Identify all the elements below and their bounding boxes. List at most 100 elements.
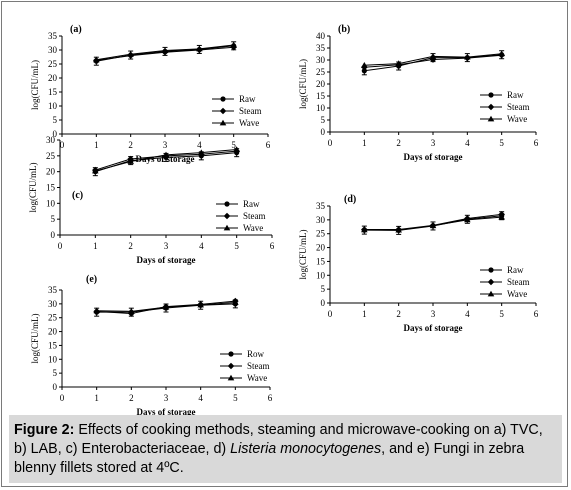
panel-e-legend-label: Wave <box>247 373 267 383</box>
panel-e-point-wave <box>93 307 100 314</box>
panel-e-y-tick-label: 20 <box>48 327 58 337</box>
panel-e-y-tick-label: 35 <box>48 285 58 295</box>
panel-a-y-tick-label: 25 <box>48 59 58 69</box>
panel-d-x-axis-title: Days of storage <box>404 323 463 333</box>
caption-text-2: , and e) Fungi in zebra blenny fillets s… <box>14 441 525 476</box>
panel-d-x-tick-label: 5 <box>499 309 504 319</box>
panel-e-legend-marker <box>227 362 235 370</box>
panel-c-legend-label: Raw <box>243 199 260 209</box>
panel-d-x-tick-label: 1 <box>362 309 367 319</box>
panel-c-x-tick-label: 0 <box>58 241 63 251</box>
panel-d-y-tick-label: 20 <box>316 243 326 253</box>
panel-e-point-wave <box>162 303 170 310</box>
caption-text-1: Effects of cooking methods, steaming and… <box>14 422 543 457</box>
panel-d-legend-label: Raw <box>507 265 524 275</box>
panel-a-legend-label: Wave <box>239 118 259 128</box>
panel-d-y-tick-label: 35 <box>316 201 326 211</box>
caption-background <box>9 415 562 483</box>
panel-c-x-tick-label: 2 <box>128 241 133 251</box>
panel-e-legend-marker <box>227 374 235 381</box>
panel-c-x-tick-label: 5 <box>234 241 239 251</box>
panel-c-legend-label: Steam <box>243 211 266 221</box>
panel-a-legend-marker <box>220 96 226 102</box>
panel-d-point-wave <box>429 222 437 229</box>
panel-a-y-tick-label: 15 <box>48 87 58 97</box>
panel-d-y-tick-label: 5 <box>321 284 326 294</box>
panel-e-point-wave <box>232 299 239 305</box>
panel-b-legend-marker <box>487 115 495 122</box>
panel-a-y-tick-label: 20 <box>48 73 58 83</box>
panel-c-legend-marker <box>223 212 231 220</box>
panel-c-point-wave <box>92 167 99 174</box>
panel-a-point-wave <box>93 56 100 63</box>
panel-b-legend-label: Wave <box>507 114 527 124</box>
panel-c-label: (c) <box>72 190 83 201</box>
panel-e-x-tick-label: 4 <box>198 393 203 403</box>
panel-b-y-tick-label: 35 <box>316 43 326 53</box>
panel-a-y-tick-label: 0 <box>53 129 58 139</box>
panel-d-legend-marker <box>487 278 495 286</box>
panel-d-y-tick-label: 15 <box>316 256 326 266</box>
panel-c-y-tick-label: 10 <box>46 198 56 208</box>
panel-e-x-tick-label: 5 <box>233 393 238 403</box>
panel-d-x-tick-label: 3 <box>431 309 436 319</box>
figure-caption: Figure 2: Effects of cooking methods, st… <box>14 421 559 478</box>
panel-e-x-tick-label: 1 <box>94 393 99 403</box>
panel-d-x-tick-label: 0 <box>328 309 333 319</box>
panel-a-x-tick-label: 1 <box>94 140 99 150</box>
panel-d-y-tick-label: 25 <box>316 229 326 239</box>
panel-c-point-wave <box>162 151 170 158</box>
panel-d-y-tick-label: 30 <box>316 215 326 225</box>
panel-e-y-tick-label: 10 <box>48 354 58 364</box>
panel-c-y-axis-title: log(CFU/mL) <box>28 162 38 212</box>
panel-e-y-tick-label: 0 <box>53 382 58 392</box>
panel-d-point-wave <box>361 226 368 233</box>
panel-a-x-tick-label: 5 <box>231 140 236 150</box>
panel-d-point-wave <box>464 216 471 223</box>
panel-d-x-tick-label: 6 <box>534 309 539 319</box>
panel-e-y-tick-label: 30 <box>48 299 58 309</box>
panel-e-legend-label: Row <box>247 349 265 359</box>
panel-b-x-tick-label: 3 <box>431 138 436 148</box>
panel-a-y-tick-label: 5 <box>53 115 58 125</box>
panel-b-point-wave <box>429 53 437 59</box>
panel-c-y-tick-label: 20 <box>46 167 56 177</box>
panel-e-y-tick-label: 5 <box>53 368 58 378</box>
panel-c-x-tick-label: 4 <box>199 241 204 251</box>
panel-b-point-wave <box>361 61 368 68</box>
panel-e-point-wave <box>197 301 204 308</box>
panel-a-legend-marker <box>219 119 227 126</box>
panel-b-point-raw <box>361 68 367 74</box>
panel-a-point-wave <box>230 41 237 48</box>
panel-b-y-tick-label: 5 <box>321 115 326 125</box>
panel-e-legend-marker <box>228 351 234 357</box>
panel-e-x-tick-label: 2 <box>129 393 134 403</box>
panel-c-y-tick-label: 15 <box>46 183 56 193</box>
panel-e-y-tick-label: 25 <box>48 313 58 323</box>
panel-c-point-wave <box>198 149 205 156</box>
panel-a-y-axis-title: log(CFU/mL) <box>30 60 40 110</box>
panel-a-x-tick-label: 0 <box>60 140 65 150</box>
panel-c-x-tick-label: 6 <box>270 241 275 251</box>
panel-e-x-tick-label: 3 <box>164 393 169 403</box>
panel-d-legend-marker <box>487 290 495 297</box>
panel-b-y-tick-label: 20 <box>316 79 326 89</box>
panel-b-point-wave <box>498 50 505 57</box>
panel-c-point-wave <box>127 158 134 164</box>
panel-c-legend-marker <box>224 201 230 207</box>
panel-b-y-tick-label: 15 <box>316 91 326 101</box>
panel-e-legend-label: Steam <box>247 361 270 371</box>
panel-b-x-tick-label: 2 <box>396 138 401 148</box>
panel-c-y-tick-label: 0 <box>51 230 56 240</box>
caption-label: Figure 2: <box>14 422 75 438</box>
panel-b-x-tick-label: 0 <box>328 138 333 148</box>
caption-italic: Listeria monocytogenes <box>230 441 382 457</box>
panel-e-x-tick-label: 0 <box>60 393 65 403</box>
panel-e-x-tick-label: 6 <box>268 393 273 403</box>
panel-a-legend-label: Raw <box>239 94 256 104</box>
panel-e-y-tick-label: 15 <box>48 340 58 350</box>
panel-d-legend-label: Steam <box>507 277 530 287</box>
panel-c-legend-marker <box>223 224 231 231</box>
